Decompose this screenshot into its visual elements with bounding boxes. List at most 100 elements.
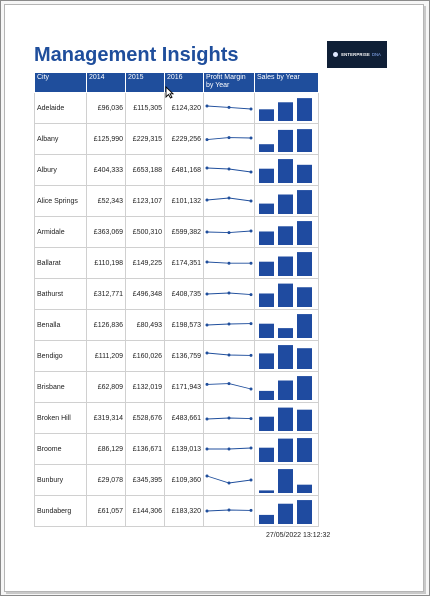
table-row[interactable]: Bunbury £29,078 £345,395 £109,360 xyxy=(34,464,319,496)
profit-margin-sparkline-cell xyxy=(203,371,255,403)
value-2015-cell: £496,348 xyxy=(125,278,165,310)
profit-margin-sparkline xyxy=(205,136,253,142)
value-2015-cell: £132,019 xyxy=(125,371,165,403)
value-2016-cell: £481,168 xyxy=(164,154,204,186)
table-row[interactable]: Bendigo £111,209 £160,026 £136,759 xyxy=(34,340,319,372)
header-2015[interactable]: 2015 xyxy=(125,72,165,93)
table-row[interactable]: Benalla £126,836 £80,493 £198,573 xyxy=(34,309,319,341)
sales-bar xyxy=(259,323,274,338)
city-cell: Bathurst xyxy=(34,278,87,310)
sales-bar xyxy=(278,256,293,276)
sales-bar-chart xyxy=(259,159,312,183)
margin-point xyxy=(227,508,231,512)
sales-bar xyxy=(278,380,293,400)
header-city[interactable]: City xyxy=(34,72,87,93)
sales-bars-cell xyxy=(254,185,319,217)
sales-bar xyxy=(297,252,312,276)
table-row[interactable]: Albany £125,990 £229,315 £229,256 xyxy=(34,123,319,155)
sales-bar xyxy=(259,514,274,524)
value-2015-cell: £528,676 xyxy=(125,402,165,434)
value-2015-cell: £653,188 xyxy=(125,154,165,186)
sales-bars-cell xyxy=(254,154,319,186)
value-2016-cell: £408,735 xyxy=(164,278,204,310)
table-row[interactable]: Adelaide £96,036 £115,305 £124,320 xyxy=(34,92,319,124)
margin-point xyxy=(249,478,253,482)
profit-margin-sparkline-cell xyxy=(203,185,255,217)
value-2014-cell: £125,990 xyxy=(86,123,126,155)
header-sales-by-year[interactable]: Sales by Year xyxy=(254,72,319,93)
value-2016-cell: £109,360 xyxy=(164,464,204,496)
value-2015-cell: £136,671 xyxy=(125,433,165,465)
margin-point xyxy=(227,353,231,357)
sales-bar xyxy=(259,144,274,152)
value-2014-cell: £126,836 xyxy=(86,309,126,341)
sales-bar xyxy=(278,503,293,524)
table-header-row: City 2014 2015 2016 Profit Margin by Yea… xyxy=(34,72,319,93)
sales-bar xyxy=(259,447,274,462)
margin-point xyxy=(205,230,209,234)
value-2015-cell: £345,395 xyxy=(125,464,165,496)
header-2014[interactable]: 2014 xyxy=(86,72,126,93)
sales-bar-chart xyxy=(259,283,312,307)
profit-margin-sparkline xyxy=(205,508,253,513)
sales-bar xyxy=(278,328,293,338)
table-row[interactable]: Ballarat £110,198 £149,225 £174,351 xyxy=(34,247,319,279)
sales-bar xyxy=(259,293,274,307)
value-2015-cell: £115,305 xyxy=(125,92,165,124)
table-row[interactable]: Broome £86,129 £136,671 £139,013 xyxy=(34,433,319,465)
value-2015-cell: £229,315 xyxy=(125,123,165,155)
value-2016-cell: £171,943 xyxy=(164,371,204,403)
sales-bar xyxy=(297,129,312,152)
table-row[interactable]: Alice Springs £52,343 £123,107 £101,132 xyxy=(34,185,319,217)
table-row[interactable]: Bathurst £312,771 £496,348 £408,735 xyxy=(34,278,319,310)
margin-point xyxy=(249,322,253,326)
table-row[interactable]: Broken Hill £319,314 £528,676 £483,661 xyxy=(34,402,319,434)
profit-margin-sparkline xyxy=(205,382,253,391)
value-2016-cell: £101,132 xyxy=(164,185,204,217)
margin-point xyxy=(227,382,231,386)
value-2015-cell: £160,026 xyxy=(125,340,165,372)
value-2015-cell: £149,225 xyxy=(125,247,165,279)
sales-bar xyxy=(297,190,312,214)
margin-point xyxy=(249,170,253,174)
header-profit-margin[interactable]: Profit Margin by Year xyxy=(203,72,255,93)
sales-bar xyxy=(278,345,293,369)
sales-bars-cell xyxy=(254,340,319,372)
sales-bar xyxy=(278,469,293,493)
value-2014-cell: £29,078 xyxy=(86,464,126,496)
sales-bar xyxy=(297,409,312,431)
sales-bar xyxy=(259,490,274,493)
sales-bar-chart xyxy=(259,190,312,214)
margin-point xyxy=(249,229,253,233)
value-2016-cell: £174,351 xyxy=(164,247,204,279)
margin-point xyxy=(205,509,209,513)
value-2016-cell: £139,013 xyxy=(164,433,204,465)
sales-bars-cell xyxy=(254,402,319,434)
margin-point xyxy=(249,199,253,203)
profit-margin-sparkline-cell xyxy=(203,433,255,465)
sales-bar xyxy=(297,438,312,462)
sales-bar xyxy=(259,168,274,183)
sales-bars-cell xyxy=(254,371,319,403)
city-cell: Bunbury xyxy=(34,464,87,496)
sales-bars-cell xyxy=(254,464,319,496)
margin-point xyxy=(249,293,253,297)
profit-margin-sparkline xyxy=(205,351,253,357)
city-cell: Albury xyxy=(34,154,87,186)
sales-bar xyxy=(297,221,312,245)
margin-point xyxy=(227,167,231,171)
sales-bar-chart xyxy=(259,407,312,431)
table-row[interactable]: Brisbane £62,809 £132,019 £171,943 xyxy=(34,371,319,403)
sales-bars-cell xyxy=(254,433,319,465)
sales-bar-chart xyxy=(259,221,312,245)
table-row[interactable]: Armidale £363,069 £500,310 £599,382 xyxy=(34,216,319,248)
table-row[interactable]: Bundaberg £61,057 £144,306 £183,320 xyxy=(34,495,319,527)
city-cell: Bendigo xyxy=(34,340,87,372)
profit-margin-sparkline xyxy=(205,196,253,203)
margin-point xyxy=(249,508,253,512)
table-row[interactable]: Albury £404,333 £653,188 £481,168 xyxy=(34,154,319,186)
city-cell: Armidale xyxy=(34,216,87,248)
sales-bar xyxy=(278,438,293,462)
sales-bar xyxy=(297,348,312,369)
value-2014-cell: £312,771 xyxy=(86,278,126,310)
